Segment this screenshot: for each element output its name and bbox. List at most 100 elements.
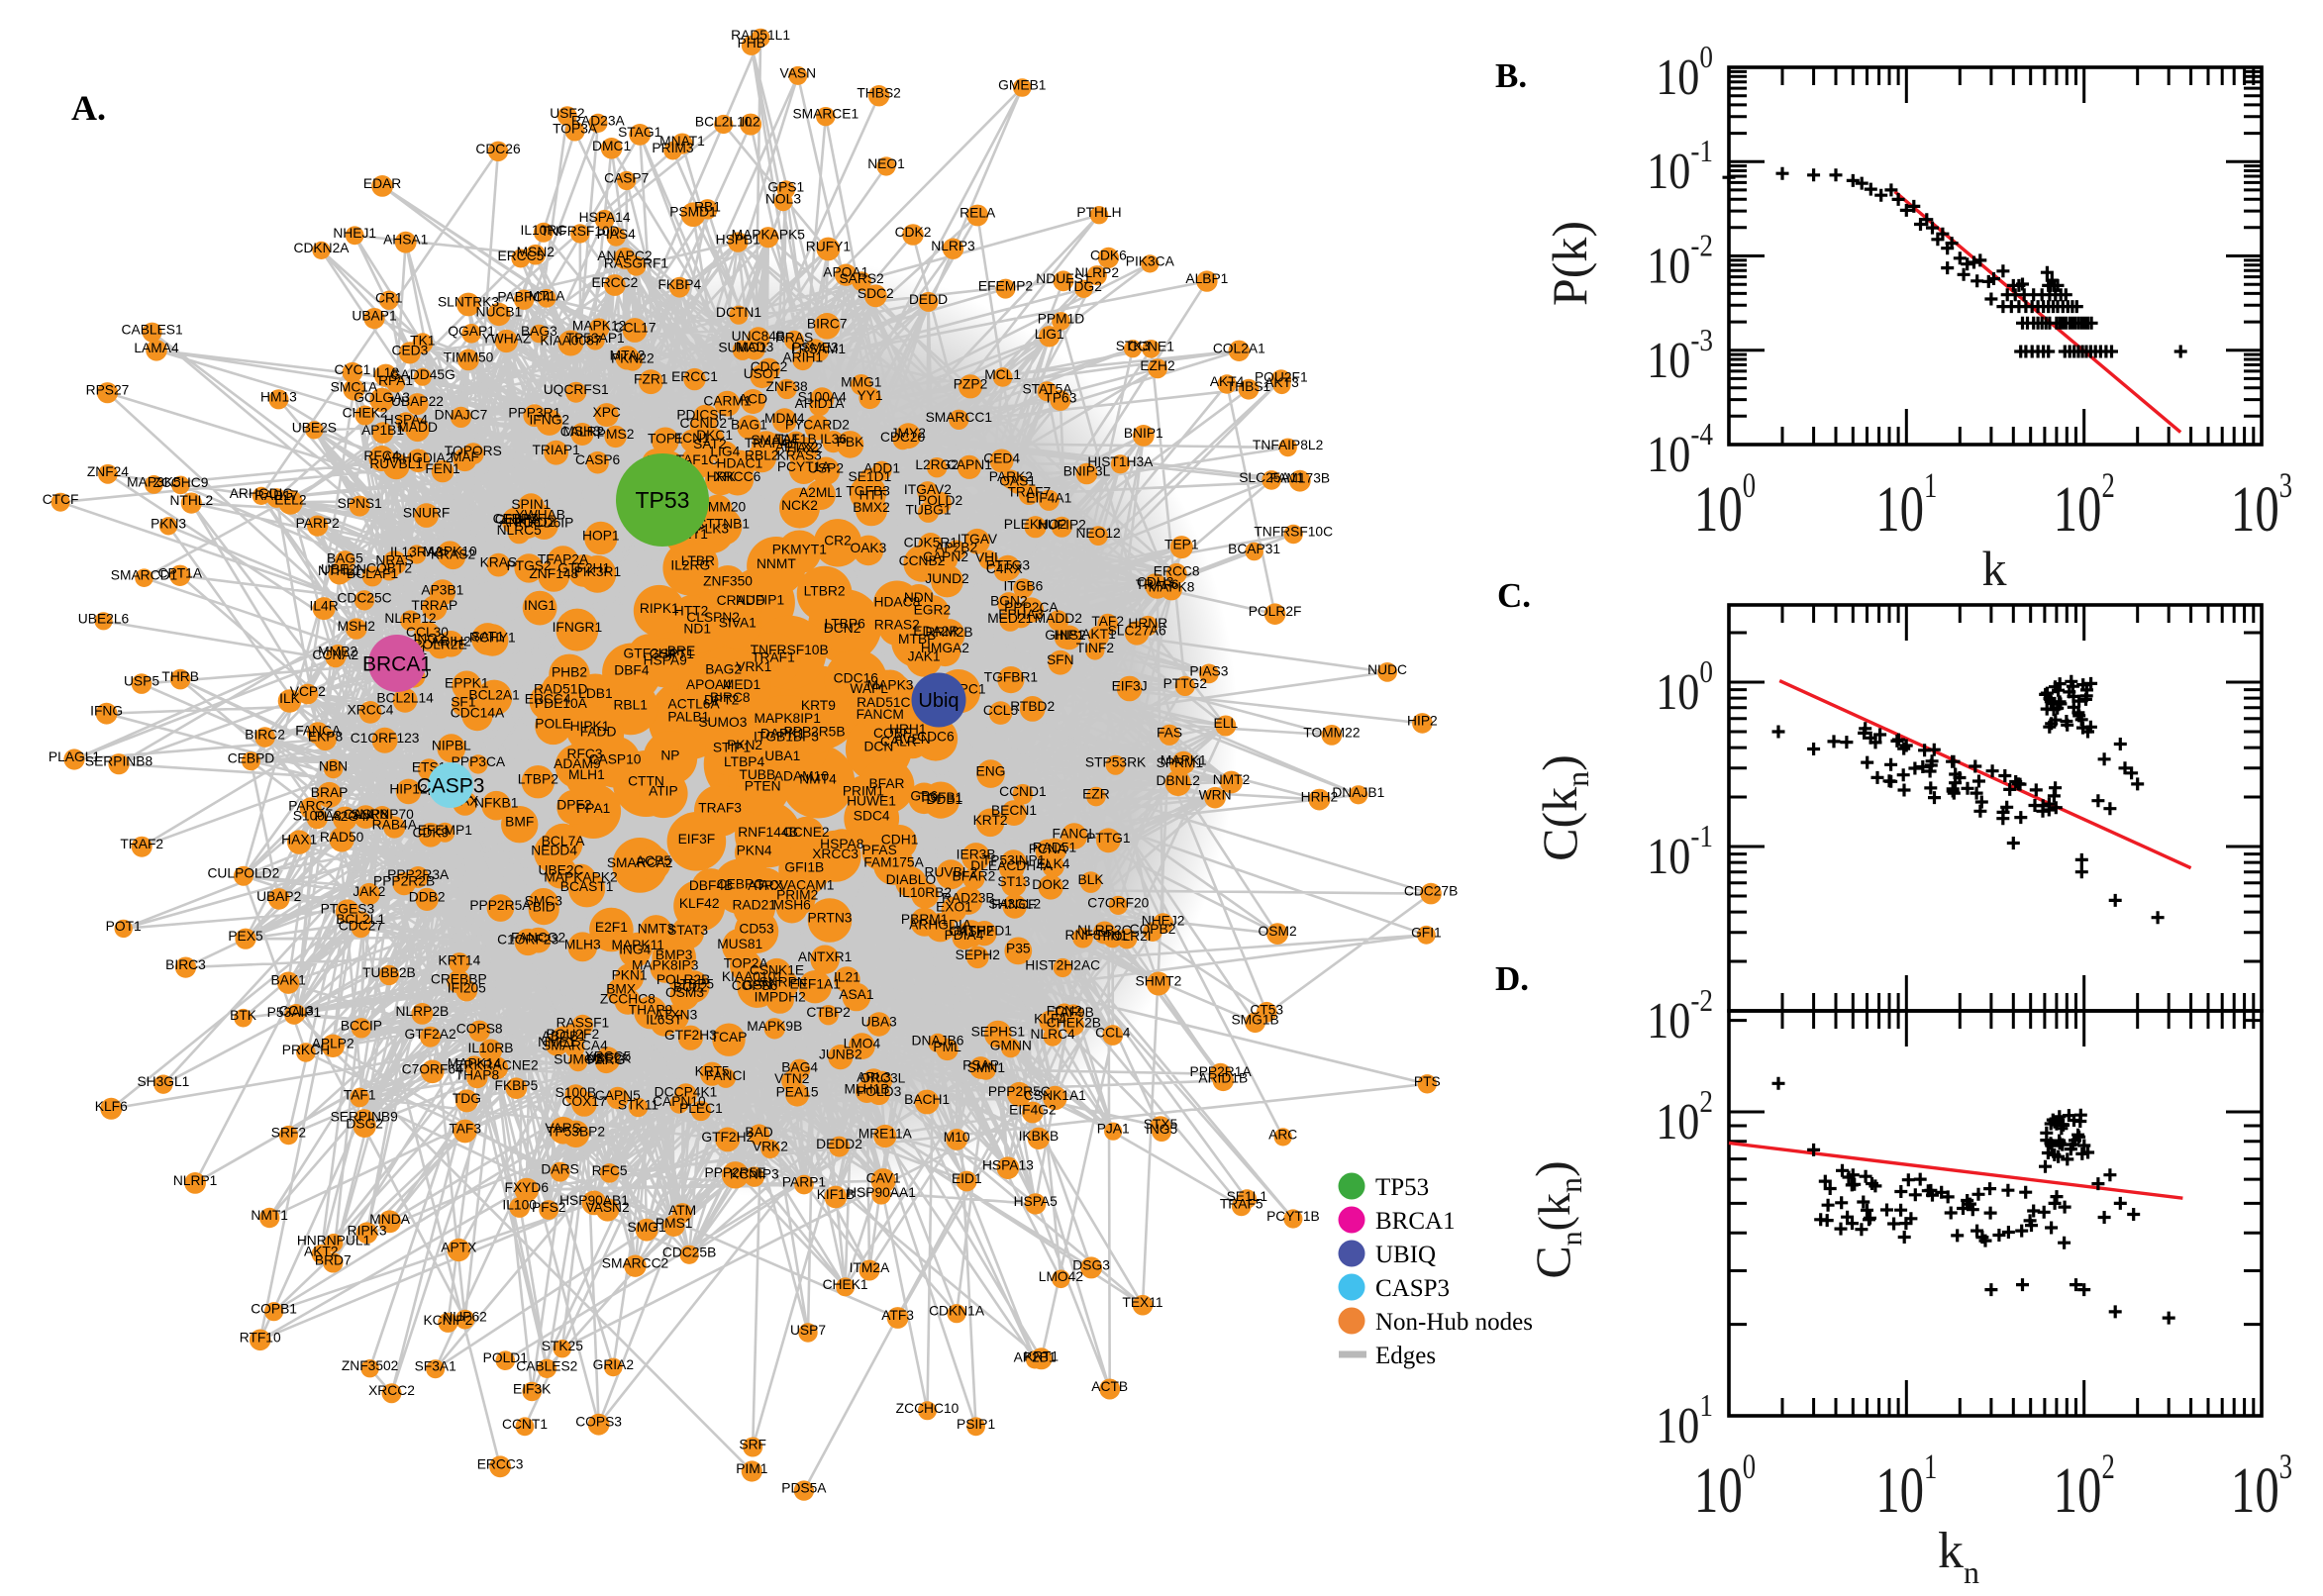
svg-text:HSPA14: HSPA14 <box>579 210 631 225</box>
svg-text:SMC3: SMC3 <box>525 894 563 909</box>
svg-text:PKN3: PKN3 <box>151 516 186 531</box>
svg-text:ANTXR1: ANTXR1 <box>798 949 852 964</box>
svg-text:KLF42: KLF42 <box>679 896 720 911</box>
svg-text:MTBP: MTBP <box>898 632 936 647</box>
svg-text:ITGB6: ITGB6 <box>1003 578 1043 593</box>
svg-text:KIF1B: KIF1B <box>817 1187 855 1202</box>
svg-text:CTTN: CTTN <box>628 774 664 789</box>
svg-text:PPP2R5C: PPP2R5C <box>988 1084 1051 1099</box>
svg-text:DCN: DCN <box>863 740 893 754</box>
svg-text:SRF: SRF <box>739 1438 766 1452</box>
svg-text:LAMA4: LAMA4 <box>134 341 179 355</box>
svg-text:DIABLO: DIABLO <box>886 872 937 887</box>
svg-text:HM13: HM13 <box>260 389 297 404</box>
svg-text:NLRP3: NLRP3 <box>931 239 975 253</box>
svg-text:ARC: ARC <box>1268 1127 1297 1142</box>
svg-text:RNF144B: RNF144B <box>738 825 798 840</box>
svg-text:CEBPA: CEBPA <box>495 512 542 527</box>
svg-text:MDM4: MDM4 <box>764 411 805 426</box>
svg-text:SIVA1: SIVA1 <box>719 615 757 630</box>
svg-text:MAPKAPK2: MAPKAPK2 <box>544 870 617 885</box>
svg-text:IL100: IL100 <box>502 1198 537 1213</box>
svg-text:NLRP2: NLRP2 <box>1075 265 1119 280</box>
svg-text:NFKB1: NFKB1 <box>474 796 518 811</box>
svg-text:TP53BP2: TP53BP2 <box>547 1124 605 1139</box>
svg-text:CREBBP: CREBBP <box>431 972 487 987</box>
svg-text:PKMYT1: PKMYT1 <box>772 542 827 556</box>
svg-text:ERCC5: ERCC5 <box>498 249 545 263</box>
svg-text:BIRC8: BIRC8 <box>710 690 751 705</box>
svg-text:MAPK3: MAPK3 <box>867 678 914 693</box>
svg-text:LTBR: LTBR <box>681 553 715 568</box>
svg-text:GMEB1: GMEB1 <box>998 78 1046 93</box>
svg-text:PPP2R5E: PPP2R5E <box>705 1165 766 1180</box>
svg-text:MMG1: MMG1 <box>841 375 881 390</box>
svg-text:BRCA1: BRCA1 <box>362 652 432 675</box>
svg-text:CDC27B: CDC27B <box>1404 884 1458 899</box>
svg-text:MAPK11: MAPK11 <box>611 938 663 952</box>
svg-text:IFNG: IFNG <box>90 704 123 719</box>
svg-text:NUCB1: NUCB1 <box>476 305 523 320</box>
svg-text:HAX1: HAX1 <box>281 833 317 848</box>
svg-text:VASN: VASN <box>780 65 817 80</box>
svg-text:MAPK1: MAPK1 <box>1161 753 1207 768</box>
svg-text:APOA4: APOA4 <box>686 677 732 692</box>
svg-text:ERCC2: ERCC2 <box>592 275 639 290</box>
svg-text:GRIA2: GRIA2 <box>593 1357 634 1372</box>
svg-text:CALR2: CALR2 <box>560 425 604 440</box>
svg-text:TRAF7: TRAF7 <box>1007 485 1051 500</box>
svg-text:BCL2A1: BCL2A1 <box>468 688 519 703</box>
svg-text:OAK3: OAK3 <box>850 541 886 555</box>
svg-text:THAP9: THAP9 <box>629 1003 673 1018</box>
svg-text:PPM1D: PPM1D <box>1038 311 1085 326</box>
svg-text:HRK: HRK <box>707 469 737 484</box>
svg-text:SMG1B: SMG1B <box>1231 1013 1278 1028</box>
svg-text:NTHL1: NTHL1 <box>318 563 361 578</box>
svg-text:CASP3: CASP3 <box>1375 1275 1450 1302</box>
svg-text:ZCCHC8: ZCCHC8 <box>600 992 656 1007</box>
svg-text:RUVBL1: RUVBL1 <box>369 456 423 471</box>
svg-text:CDKN1A: CDKN1A <box>929 1304 985 1319</box>
svg-text:IFI205: IFI205 <box>448 981 486 996</box>
svg-text:POLD1: POLD1 <box>483 1350 528 1365</box>
svg-text:MSH3: MSH3 <box>562 424 601 439</box>
svg-text:ATXN3: ATXN3 <box>655 1007 698 1022</box>
svg-text:ING2: ING2 <box>413 631 445 646</box>
svg-text:PPP2CA: PPP2CA <box>1004 600 1059 615</box>
svg-text:HRH2: HRH2 <box>1301 790 1339 805</box>
svg-text:HIPK1: HIPK1 <box>570 719 610 734</box>
svg-text:MLH1: MLH1 <box>568 767 605 782</box>
svg-text:PARK2: PARK2 <box>989 469 1033 484</box>
svg-text:GTF2H4: GTF2H4 <box>624 647 676 661</box>
svg-text:PDIA4: PDIA4 <box>945 928 984 943</box>
svg-text:COBT2: COBT2 <box>366 560 412 575</box>
svg-text:SLC27A6: SLC27A6 <box>1108 623 1166 638</box>
svg-text:HSPA8: HSPA8 <box>820 837 864 851</box>
svg-text:HOP1: HOP1 <box>582 528 620 543</box>
svg-text:FAM175A: FAM175A <box>863 854 924 869</box>
svg-text:PPP3R1: PPP3R1 <box>508 406 560 421</box>
svg-text:BAG4: BAG4 <box>781 1059 818 1074</box>
svg-text:CCNA2: CCNA2 <box>312 648 358 662</box>
svg-text:MTA2: MTA2 <box>610 348 646 362</box>
svg-text:CED4: CED4 <box>983 451 1020 466</box>
svg-text:SUMO3: SUMO3 <box>698 715 747 730</box>
svg-text:MAPK12: MAPK12 <box>572 319 626 334</box>
svg-text:ITGAV2: ITGAV2 <box>904 482 952 497</box>
svg-text:C7ORF64: C7ORF64 <box>402 1061 463 1076</box>
svg-text:KRT14: KRT14 <box>439 953 481 968</box>
svg-text:DOK2: DOK2 <box>1032 877 1069 892</box>
svg-text:KRT5: KRT5 <box>695 1064 730 1079</box>
svg-text:MTHFD1: MTHFD1 <box>957 924 1012 939</box>
svg-text:TRAF6: TRAF6 <box>1136 577 1179 592</box>
svg-text:PARC2: PARC2 <box>288 798 333 813</box>
svg-text:SDC2: SDC2 <box>858 286 894 301</box>
svg-text:XRCC6: XRCC6 <box>715 469 761 484</box>
svg-text:CASP3: CASP3 <box>417 774 485 797</box>
svg-text:STAG1: STAG1 <box>618 125 661 140</box>
svg-text:PPP2R2B: PPP2R2B <box>373 874 435 889</box>
svg-text:BFAR2: BFAR2 <box>953 869 996 884</box>
svg-text:PMS2: PMS2 <box>597 427 635 442</box>
svg-text:RUVBL2: RUVBL2 <box>924 864 977 879</box>
svg-text:PDICSF1: PDICSF1 <box>676 407 734 422</box>
